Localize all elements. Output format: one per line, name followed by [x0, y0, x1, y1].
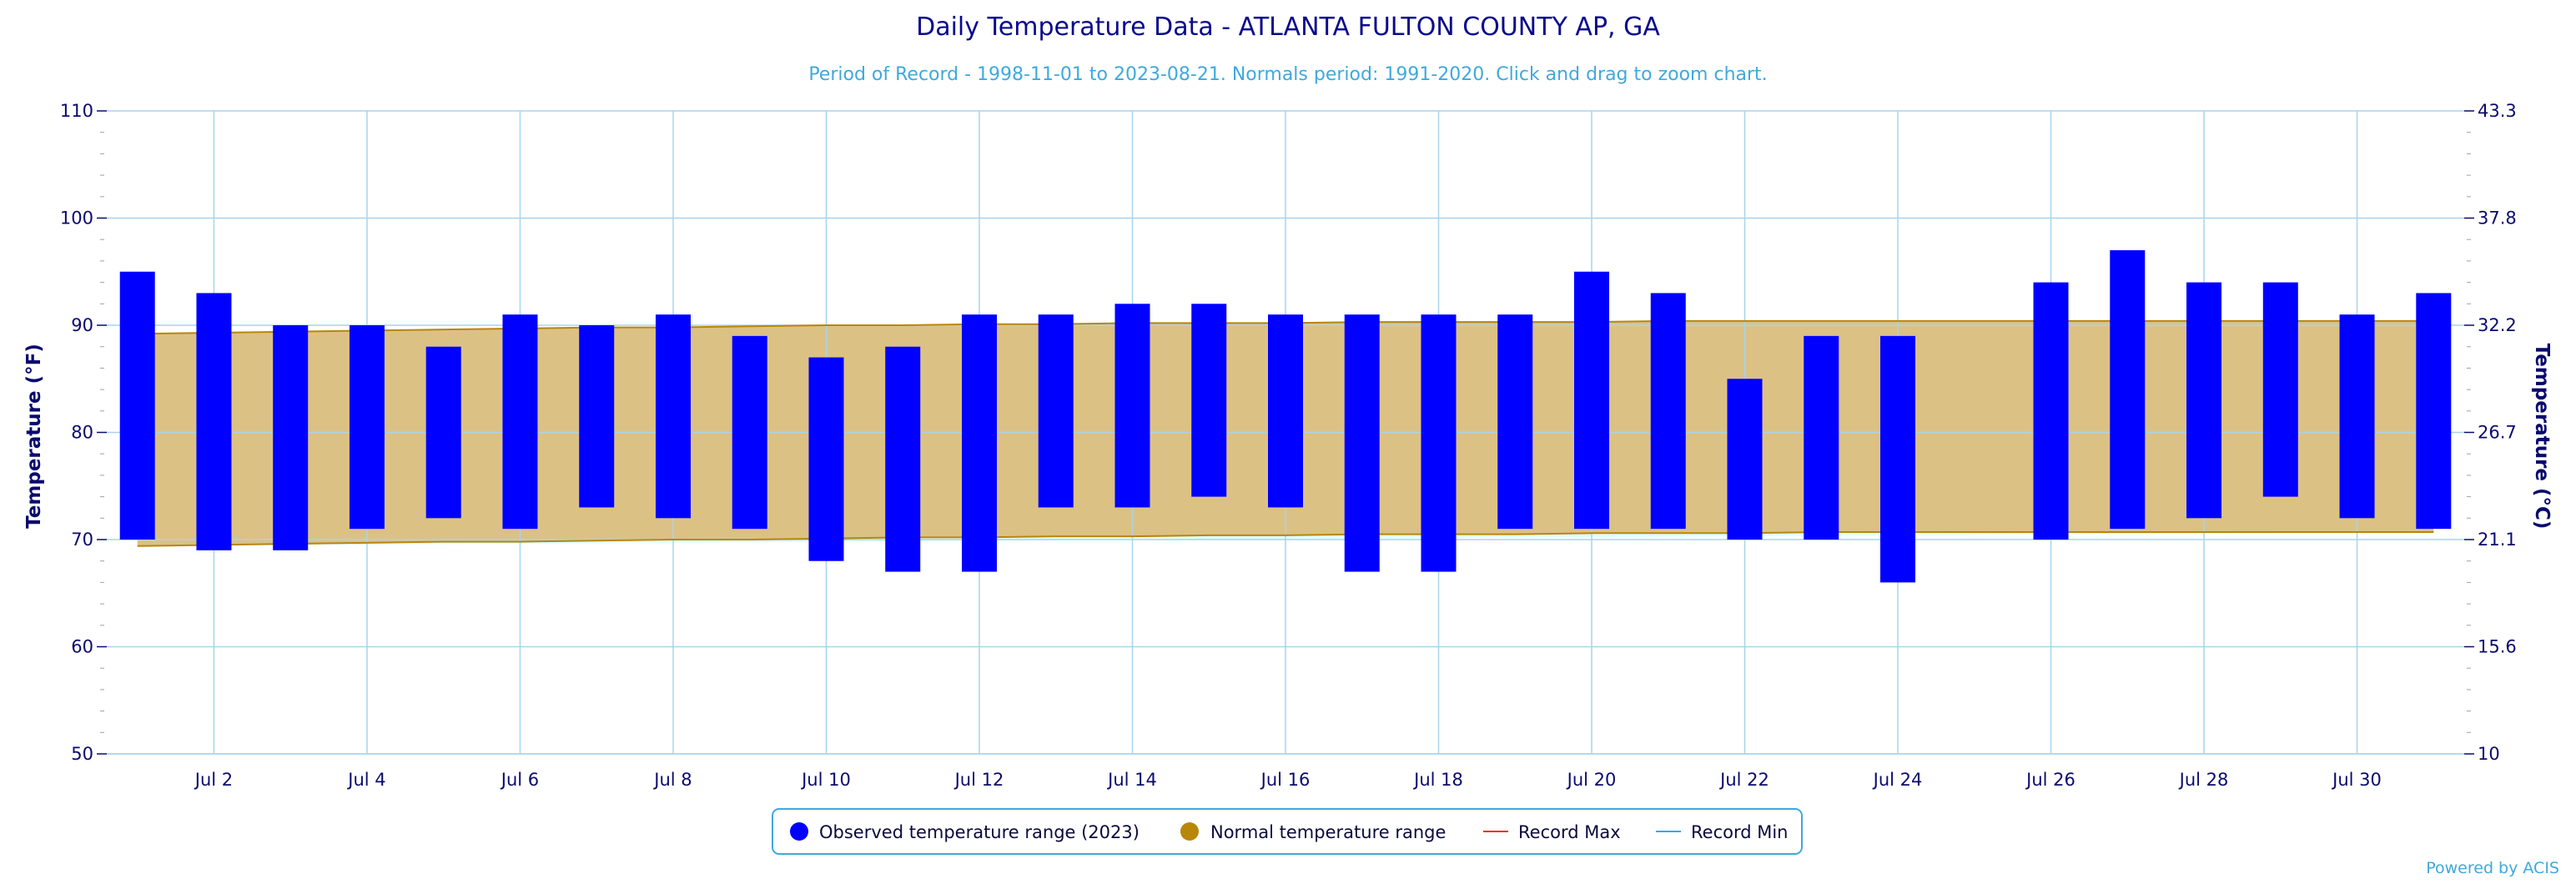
- observed-bar[interactable]: [349, 325, 385, 530]
- observed-bar[interactable]: [2110, 250, 2146, 530]
- y-axis-label-left: Temperature (°F): [23, 344, 45, 529]
- observed-bar[interactable]: [808, 357, 844, 561]
- y-right-tick-label: 32.2: [2478, 315, 2517, 335]
- chart-title: Daily Temperature Data - ATLANTA FULTON …: [916, 13, 1660, 42]
- y-right-tick-label: 43.3: [2478, 101, 2517, 121]
- observed-bar[interactable]: [579, 325, 615, 508]
- x-tick-label: Jul 10: [800, 770, 851, 790]
- y-right-tick-label: 37.8: [2478, 208, 2517, 229]
- observed-bar[interactable]: [1804, 335, 1839, 540]
- observed-bar[interactable]: [2186, 282, 2222, 519]
- legend-box: [772, 808, 1803, 855]
- observed-bars[interactable]: [119, 250, 2452, 583]
- x-tick-label: Jul 24: [1872, 770, 1923, 790]
- x-tick-label: Jul 14: [1106, 770, 1157, 790]
- y-left-tick-label: 80: [71, 423, 93, 443]
- legend: Observed temperature range (2023) Normal…: [772, 808, 1803, 855]
- observed-bar[interactable]: [1727, 379, 1763, 540]
- observed-bar[interactable]: [885, 346, 921, 572]
- observed-bar[interactable]: [1574, 271, 1610, 530]
- y-left-tick-label: 110: [60, 101, 93, 121]
- axes: 50 60 70 80 90 100 110 10 15.6 21.1 26.7 32.2 37.8 43…: [60, 101, 2517, 790]
- x-tick-label: Jul 4: [346, 770, 385, 790]
- y-right-tick-label: 21.1: [2478, 530, 2517, 550]
- observed-bar[interactable]: [961, 314, 997, 572]
- chart-subtitle: Period of Record - 1998-11-01 to 2023-08…: [808, 64, 1767, 85]
- x-tick-label: Jul 12: [953, 770, 1004, 790]
- observed-bar[interactable]: [1497, 314, 1533, 530]
- observed-bar[interactable]: [732, 335, 767, 530]
- legend-record-min-label: Record Min: [1691, 822, 1789, 842]
- y-right-tick-label: 26.7: [2478, 423, 2517, 443]
- x-tick-label: Jul 28: [2178, 770, 2229, 790]
- legend-normal-dot-icon: [1180, 822, 1199, 841]
- observed-bar[interactable]: [1038, 314, 1074, 508]
- legend-item-record-min[interactable]: Record Min: [1656, 822, 1789, 842]
- observed-bar[interactable]: [425, 346, 461, 519]
- y-left-tick-label: 70: [71, 530, 93, 550]
- x-tick-label: Jul 22: [1718, 770, 1769, 790]
- legend-observed-label: Observed temperature range (2023): [819, 822, 1140, 842]
- record-min-area: [137, 532, 2434, 546]
- observed-bar[interactable]: [502, 314, 538, 530]
- observed-bar[interactable]: [655, 314, 691, 519]
- observed-bar[interactable]: [273, 325, 309, 550]
- y-left-tick-label: 90: [71, 315, 93, 335]
- x-tick-label: Jul 8: [652, 770, 692, 790]
- legend-item-normal[interactable]: Normal temperature range: [1180, 822, 1446, 842]
- x-tick-label: Jul 20: [1566, 770, 1617, 790]
- observed-bar[interactable]: [2262, 282, 2298, 497]
- legend-item-record-max[interactable]: Record Max: [1483, 822, 1621, 842]
- observed-bar[interactable]: [2033, 282, 2069, 540]
- observed-bar[interactable]: [2416, 293, 2452, 530]
- observed-bar[interactable]: [1268, 314, 1303, 508]
- observed-bar[interactable]: [1650, 293, 1686, 530]
- observed-bar[interactable]: [1114, 304, 1150, 508]
- y-left-tick-label: 100: [60, 208, 93, 229]
- x-tick-label: Jul 18: [1412, 770, 1463, 790]
- x-tick-label: Jul 30: [2331, 770, 2382, 790]
- y-left-tick-label: 60: [71, 637, 93, 657]
- observed-bar[interactable]: [1344, 314, 1380, 572]
- observed-bar[interactable]: [1191, 304, 1227, 497]
- x-tick-label: Jul 26: [2025, 770, 2075, 790]
- y-axis-label-right: Temperature (°C): [2531, 344, 2553, 530]
- observed-bar[interactable]: [1880, 335, 1916, 583]
- x-tick-label: Jul 2: [194, 770, 233, 790]
- legend-record-max-label: Record Max: [1518, 822, 1621, 842]
- legend-normal-label: Normal temperature range: [1210, 822, 1446, 842]
- legend-item-observed[interactable]: Observed temperature range (2023): [790, 822, 1140, 842]
- powered-by-acis-link[interactable]: Powered by ACIS: [2426, 859, 2559, 877]
- observed-bar[interactable]: [2339, 314, 2375, 519]
- y-right-tick-label: 10: [2478, 744, 2500, 764]
- observed-bar[interactable]: [1421, 314, 1457, 572]
- y-right-tick-label: 15.6: [2478, 637, 2517, 657]
- x-tick-label: Jul 16: [1260, 770, 1311, 790]
- x-tick-label: Jul 6: [500, 770, 539, 790]
- legend-observed-dot-icon: [790, 822, 808, 841]
- observed-bar[interactable]: [196, 293, 232, 550]
- y-left-tick-label: 50: [71, 744, 93, 764]
- observed-bar[interactable]: [119, 271, 155, 540]
